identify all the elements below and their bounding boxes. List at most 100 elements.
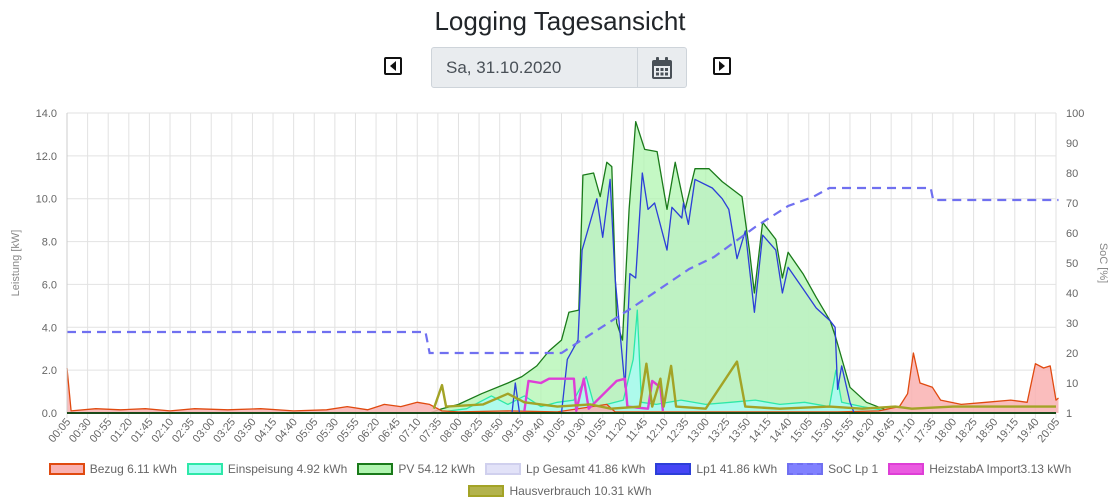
y-right-tick-label: 100: [1066, 108, 1084, 120]
x-tick-label: 06:20: [355, 416, 382, 445]
x-tick-label: 08:50: [479, 416, 506, 445]
y-right-tick-label: 1: [1066, 408, 1072, 420]
x-tick-label: 18:00: [932, 416, 959, 445]
legend-label: Lp1 41.86 kWh: [696, 462, 778, 476]
x-tick-label: 00:05: [46, 416, 73, 445]
x-tick-label: 02:35: [170, 416, 197, 445]
legend-label: Einspeisung 4.92 kWh: [227, 462, 348, 476]
legend-item-einspeisung[interactable]: Einspeisung 4.92 kWh: [186, 462, 348, 476]
x-tick-label: 17:10: [891, 416, 918, 445]
x-tick-label: 17:35: [912, 416, 939, 445]
legend-item-heizstaba-import[interactable]: HeizstabA Import3.13 kWh: [888, 462, 1071, 476]
date-input[interactable]: Sa, 31.10.2020: [446, 58, 562, 77]
page-title: Logging Tagesansicht: [434, 6, 686, 36]
calendar-button[interactable]: [637, 48, 686, 87]
x-tick-label: 15:30: [809, 416, 836, 445]
x-tick-label: 15:55: [829, 416, 856, 445]
y-right-tick-label: 90: [1066, 138, 1078, 150]
y-left-tick-label: 0.0: [42, 408, 57, 420]
y-right-tick-label: 30: [1066, 318, 1078, 330]
hausverbrauch-line: [432, 360, 1056, 410]
power-chart: 14.0 12.0 10.0 8.0 6.0 4.0 2.0 0.0 100 90 80 70 60 50…: [10, 108, 1109, 445]
x-tick-label: 09:40: [520, 416, 547, 445]
legend-swatch: [468, 485, 505, 497]
x-tick-label: 14:15: [747, 416, 774, 445]
x-tick-label: 18:25: [953, 416, 980, 445]
x-tick-label: 03:25: [211, 416, 238, 445]
x-tick-label: 06:45: [376, 416, 403, 445]
x-tick-label: 07:10: [397, 416, 424, 445]
legend-item-pv[interactable]: PV 54.12 kWh: [357, 462, 475, 476]
y-left-axis-title: Leistung [kW]: [10, 230, 22, 297]
pv-line: [429, 120, 892, 414]
legend-swatch: [48, 463, 85, 475]
legend-swatch: [787, 463, 824, 475]
date-picker[interactable]: Sa, 31.10.2020: [431, 47, 687, 88]
x-tick-label: 04:15: [252, 416, 279, 445]
legend-label: Hausverbrauch 10.31 kWh: [509, 484, 652, 498]
lp1-line: [511, 172, 855, 414]
y-right-tick-label: 80: [1066, 168, 1078, 180]
legend-swatch: [485, 463, 522, 475]
x-tick-label: 10:05: [541, 416, 568, 445]
legend-item-hausverbrauch[interactable]: Hausverbrauch 10.31 kWh: [468, 484, 652, 498]
einspeisung-area: [433, 310, 896, 413]
einspeisung-line: [433, 309, 896, 414]
x-tick-label: 03:50: [232, 416, 259, 445]
x-tick-label: 15:05: [788, 416, 815, 445]
x-tick-label: 10:55: [582, 416, 609, 445]
y-right-tick-label: 20: [1066, 348, 1078, 360]
x-tick-label: 01:45: [129, 416, 156, 445]
next-day-button[interactable]: [713, 57, 731, 75]
legend-swatch: [655, 463, 692, 475]
x-tick-label: 00:30: [67, 416, 94, 445]
y-left-tick-label: 12.0: [36, 151, 57, 163]
y-right-axis-title: SoC [%]: [1097, 243, 1109, 283]
x-tick-label: 13:25: [706, 416, 733, 445]
legend-item-lp-gesamt[interactable]: Lp Gesamt 41.86 kWh: [485, 462, 645, 476]
x-tick-label: 12:35: [665, 416, 692, 445]
previous-day-button[interactable]: [384, 57, 402, 75]
legend-item-soc-lp-1[interactable]: SoC Lp 1: [787, 462, 878, 476]
bezug-line: [66, 352, 1059, 413]
y-right-tick-label: 50: [1066, 258, 1078, 270]
y-left-tick-label: 10.0: [36, 194, 57, 206]
x-tick-label: 19:40: [1015, 416, 1042, 445]
y-left-tick-label: 2.0: [42, 365, 57, 377]
x-tick-label: 05:05: [294, 416, 321, 445]
x-tick-label: 09:15: [500, 416, 527, 445]
x-tick-label: 02:10: [149, 416, 176, 445]
legend-item-lp1[interactable]: Lp1 41.86 kWh: [655, 462, 777, 476]
x-tick-label: 11:20: [603, 416, 629, 444]
x-tick-label: 01:20: [108, 416, 135, 445]
calendar-icon: [652, 56, 672, 79]
y-right-tick-label: 10: [1066, 378, 1078, 390]
y-right-tick-label: 70: [1066, 198, 1078, 210]
y-left-tick-label: 8.0: [42, 237, 57, 249]
legend-swatch: [186, 463, 223, 475]
x-tick-label: 03:00: [191, 416, 218, 445]
y-left-tick-label: 14.0: [36, 108, 57, 120]
caret-left-icon: [390, 61, 396, 71]
x-tick-label: 19:15: [994, 416, 1021, 445]
x-tick-label: 08:00: [438, 416, 465, 445]
legend-label: Lp Gesamt 41.86 kWh: [526, 462, 646, 476]
y-right-tick-label: 40: [1066, 288, 1078, 300]
legend-item-bezug[interactable]: Bezug 6.11 kWh: [48, 462, 177, 476]
legend-swatch: [888, 463, 925, 475]
y-right-tick-label: 60: [1066, 228, 1078, 240]
x-tick-label: 20:05: [1035, 416, 1062, 445]
pv-area: [429, 121, 892, 413]
x-tick-label: 16:45: [871, 416, 898, 445]
y-left-tick-label: 6.0: [42, 279, 57, 291]
x-tick-label: 16:20: [850, 416, 877, 445]
x-tick-label: 13:00: [685, 416, 712, 445]
legend-label: HeizstabA Import3.13 kWh: [929, 462, 1072, 476]
x-tick-label: 13:50: [726, 416, 753, 445]
x-tick-label: 18:50: [974, 416, 1001, 445]
x-tick-label: 14:40: [768, 416, 795, 445]
legend-label: Bezug 6.11 kWh: [89, 462, 177, 476]
x-tick-label: 10:30: [562, 416, 589, 445]
y-left-tick-label: 4.0: [42, 322, 57, 334]
x-tick-label: 08:25: [458, 416, 485, 445]
